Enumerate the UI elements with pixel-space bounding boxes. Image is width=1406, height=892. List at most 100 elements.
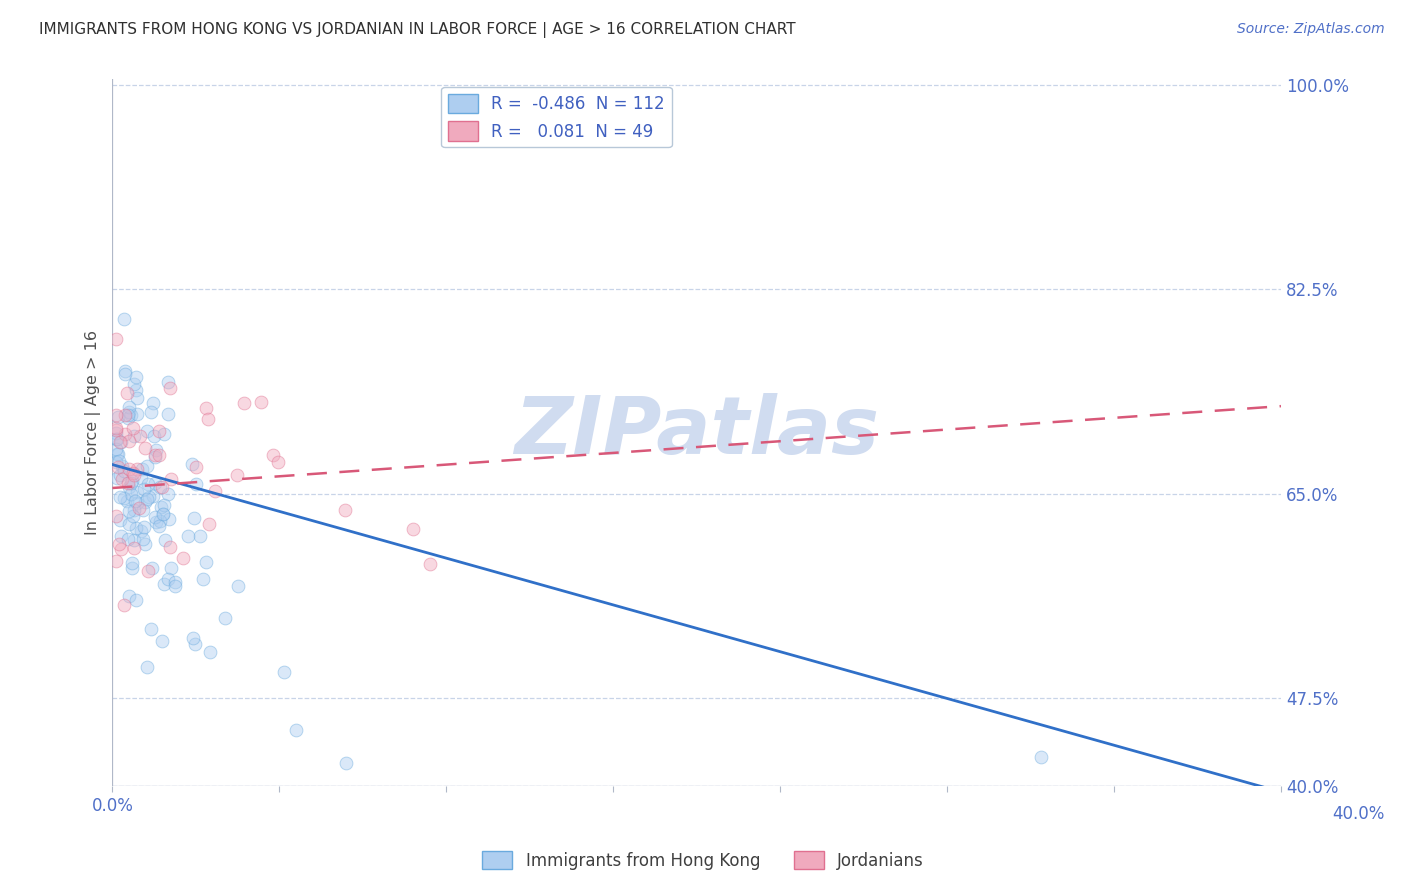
Point (157, 407, 180, 421)
Point (121, 556, 143, 570)
Point (148, 424, 170, 438)
Point (159, 561, 181, 575)
Point (333, 503, 356, 517)
Point (149, 514, 172, 528)
Point (110, 435, 132, 450)
Point (152, 426, 174, 441)
Point (110, 529, 132, 543)
Point (204, 483, 226, 498)
Point (183, 637, 205, 651)
Point (118, 462, 141, 476)
Point (232, 396, 254, 410)
Point (148, 519, 170, 533)
Point (131, 462, 153, 476)
Legend: Immigrants from Hong Kong, Jordanians: Immigrants from Hong Kong, Jordanians (475, 845, 931, 877)
Point (108, 435, 131, 450)
Point (150, 480, 173, 494)
Point (114, 408, 136, 422)
Point (152, 507, 174, 521)
Point (136, 491, 159, 506)
Point (118, 405, 141, 419)
Point (197, 411, 219, 425)
Point (108, 513, 131, 527)
Point (191, 572, 214, 586)
Point (105, 433, 128, 447)
Point (143, 448, 166, 462)
Point (139, 405, 162, 419)
Point (124, 541, 146, 555)
Point (117, 532, 139, 546)
Point (117, 434, 139, 449)
Point (160, 473, 183, 487)
Point (183, 511, 205, 525)
Point (198, 516, 221, 531)
Text: Source: ZipAtlas.com: Source: ZipAtlas.com (1237, 22, 1385, 37)
Point (134, 442, 156, 456)
Point (163, 574, 186, 589)
Point (145, 443, 167, 458)
Point (148, 449, 170, 463)
Point (134, 537, 156, 551)
Point (143, 510, 166, 524)
Point (159, 382, 181, 396)
Point (136, 424, 159, 438)
Point (121, 561, 143, 575)
Point (129, 524, 152, 538)
Point (115, 493, 138, 508)
Point (104, 332, 127, 346)
Point (153, 499, 176, 513)
Y-axis label: In Labor Force | Age > 16: In Labor Force | Age > 16 (86, 330, 101, 535)
Point (125, 521, 148, 535)
Point (153, 576, 176, 591)
Point (134, 495, 156, 509)
Point (122, 533, 145, 547)
Text: IMMIGRANTS FROM HONG KONG VS JORDANIAN IN LABOR FORCE | AGE > 16 CORRELATION CHA: IMMIGRANTS FROM HONG KONG VS JORDANIAN I… (39, 22, 796, 38)
Point (122, 421, 145, 435)
Point (150, 633, 173, 648)
Point (145, 515, 167, 529)
Point (120, 486, 142, 500)
Point (129, 471, 152, 485)
Point (157, 512, 180, 526)
Point (107, 454, 129, 468)
Point (141, 622, 163, 636)
Point (132, 482, 155, 496)
Point (141, 396, 163, 410)
Point (141, 560, 163, 574)
Point (181, 631, 204, 645)
Point (198, 645, 221, 659)
Point (124, 493, 146, 508)
Point (226, 579, 249, 593)
Point (125, 407, 148, 421)
Point (125, 370, 148, 384)
Point (150, 500, 173, 514)
Point (105, 426, 128, 441)
Point (125, 383, 148, 397)
Point (120, 409, 142, 423)
Point (402, 522, 425, 536)
Point (111, 472, 134, 486)
Point (127, 484, 149, 499)
Point (273, 665, 295, 679)
Point (107, 537, 129, 551)
Point (121, 475, 143, 489)
Point (105, 471, 128, 485)
Point (104, 408, 127, 422)
Point (262, 448, 284, 462)
Point (155, 533, 177, 547)
Text: 40.0%: 40.0% (1333, 805, 1385, 822)
Point (136, 476, 159, 491)
Point (214, 610, 236, 624)
Point (195, 555, 218, 569)
Point (1029, 750, 1052, 764)
Point (250, 395, 273, 409)
Point (195, 401, 218, 415)
Point (104, 554, 127, 568)
Point (118, 517, 141, 532)
Point (127, 391, 149, 405)
Point (125, 496, 148, 510)
Point (285, 723, 308, 737)
Point (120, 475, 142, 490)
Point (110, 541, 132, 556)
Point (122, 466, 145, 480)
